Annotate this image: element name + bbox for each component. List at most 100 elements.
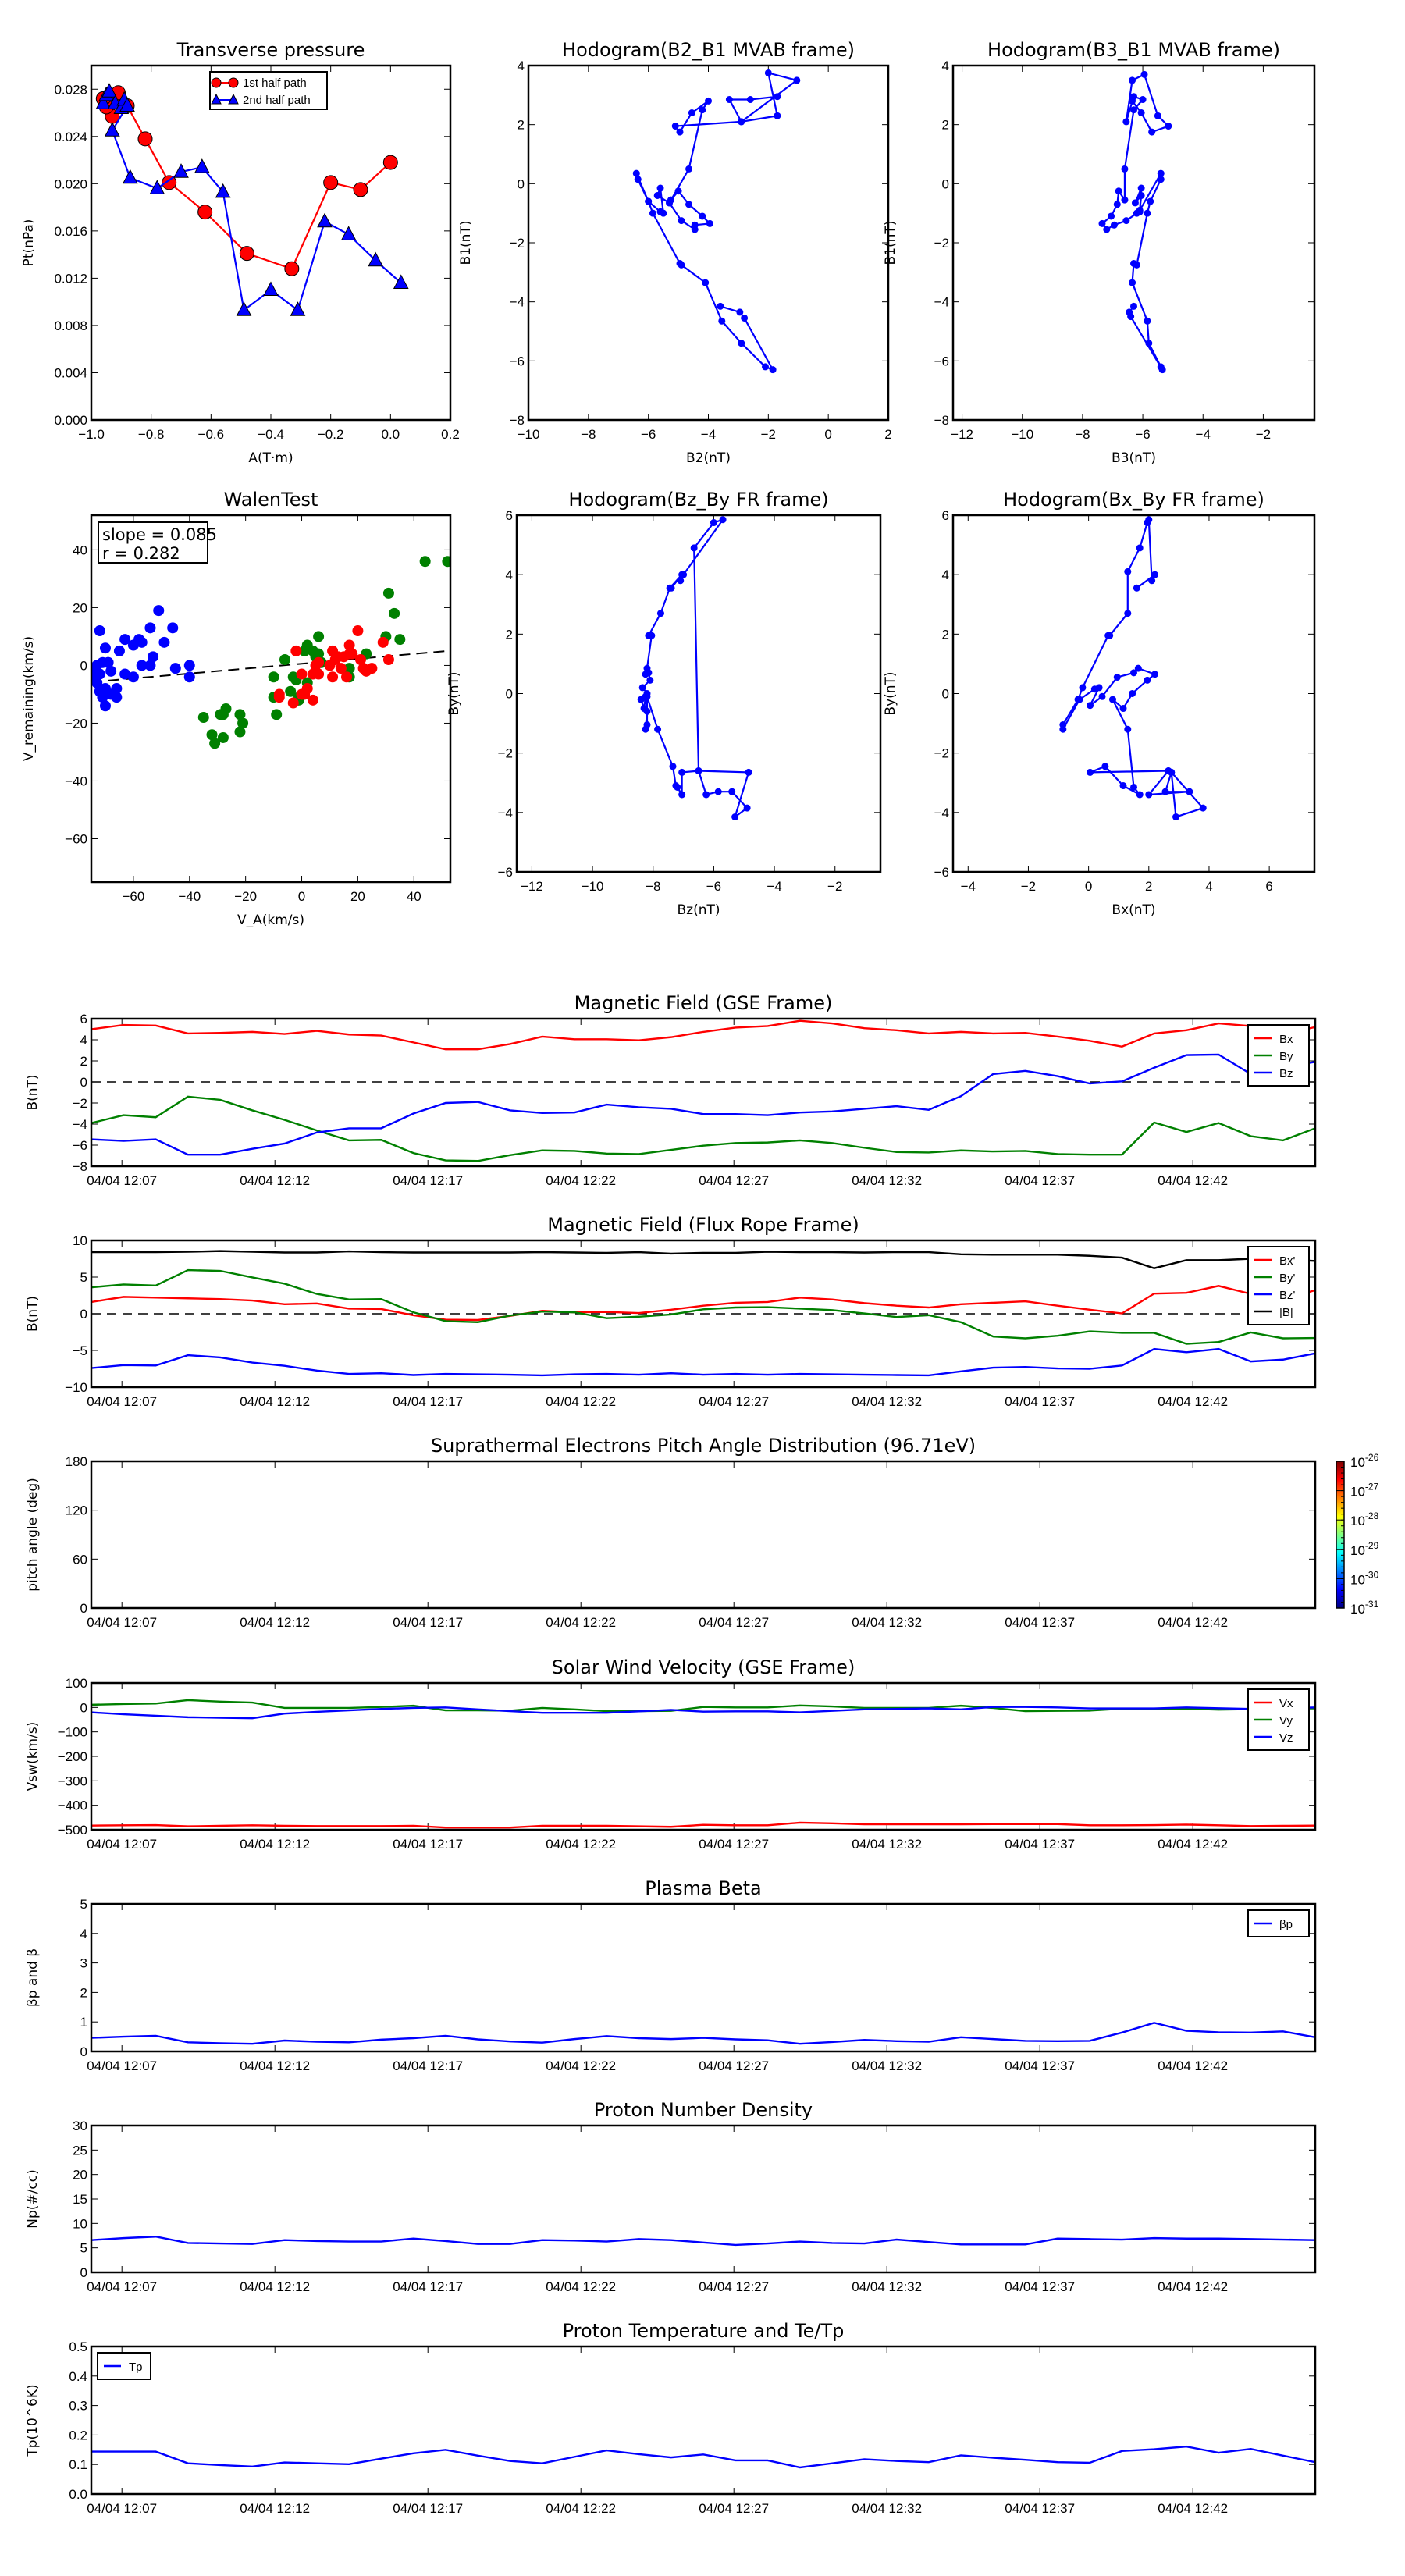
series-line-1st-half-path — [102, 89, 392, 270]
y-tick-label: 4 — [942, 59, 949, 73]
data-point-dot — [728, 788, 736, 795]
data-point-dot — [1124, 610, 1132, 617]
plot-area — [91, 1699, 1315, 1829]
colorbar-exponent: -31 — [1365, 1599, 1379, 1610]
data-point-triangle — [123, 169, 138, 184]
x-tick-label: 04/04 12:37 — [1005, 2279, 1075, 2294]
data-point-dot — [1151, 571, 1159, 578]
series-line-2nd-half-path — [102, 90, 402, 312]
scatter-point-blue — [94, 625, 105, 637]
x-axis-label: B2(nT) — [686, 450, 731, 466]
y-tick-label: −5 — [73, 1343, 87, 1358]
data-point-dot — [714, 788, 722, 795]
x-tick-label: 04/04 12:32 — [852, 1837, 922, 1852]
x-tick-label: 04/04 12:42 — [1158, 1173, 1228, 1188]
y-tick-label: 0.1 — [69, 2457, 87, 2472]
y-tick-label: 0.0 — [69, 2487, 87, 2502]
data-point-dot — [738, 340, 745, 347]
data-point-dot — [699, 106, 706, 114]
plot-frame — [90, 64, 452, 422]
x-tick-label: 04/04 12:12 — [240, 1837, 310, 1852]
data-point-dot — [1137, 191, 1145, 199]
scatter-point-blue — [183, 660, 195, 671]
data-point-triangle — [263, 281, 279, 297]
x-axis-label: A(T·m) — [248, 450, 293, 466]
data-point-dot — [643, 692, 651, 700]
y-tick-label: 4 — [506, 568, 513, 582]
data-point-dot — [654, 725, 662, 733]
colorbar — [1336, 1461, 1345, 1609]
x-tick-label: −4 — [961, 879, 976, 894]
y-axis-label: By(nT) — [883, 671, 898, 715]
y-tick-label: −6 — [498, 865, 513, 880]
y-tick-label: 0 — [80, 2044, 87, 2059]
x-tick-label: 0.2 — [441, 427, 460, 442]
scatter-point-red — [335, 663, 347, 674]
data-point-dot — [702, 791, 710, 799]
chart-mag-fr: Magnetic Field (Flux Rope Frame) −10 −5 0 5 1… — [25, 1214, 1317, 1409]
data-point-dot — [1130, 302, 1137, 310]
data-point-dot — [690, 544, 698, 552]
y-tick-label: −20 — [65, 716, 87, 731]
x-tick-label: 04/04 12:22 — [546, 1173, 616, 1188]
data-point-dot — [656, 184, 664, 192]
x-tick-label: 04/04 12:17 — [393, 1837, 463, 1852]
scatter-point-blue — [183, 671, 195, 683]
data-point-dot — [671, 123, 679, 130]
chart-mag-gse: Magnetic Field (GSE Frame) −8 −6 −4 −2 0 2 4 6 04… — [25, 992, 1317, 1188]
data-point-dot — [1108, 696, 1116, 703]
scatter-point-blue — [111, 692, 123, 703]
data-point-dot — [1119, 782, 1127, 790]
scatter-point-red — [296, 668, 308, 680]
y-axis-label: B(nT) — [25, 1296, 41, 1332]
y-tick-label: 0.028 — [54, 82, 87, 97]
chart-solar-wind-velocity: Solar Wind Velocity (GSE Frame) −500 −400 −… — [25, 1656, 1317, 1852]
y-tick-label: 1 — [80, 2015, 87, 2030]
scatter-point-red — [273, 692, 285, 703]
scatter-point-blue — [111, 683, 123, 695]
data-point-dot — [731, 813, 739, 821]
y-tick-label: 30 — [73, 2119, 87, 2133]
data-point-triangle — [393, 274, 409, 289]
data-point-dot — [685, 201, 693, 208]
y-axis-label: By(nT) — [446, 671, 462, 715]
plot-frame — [90, 1017, 1317, 1168]
data-point-dot — [674, 187, 682, 195]
data-point-dot — [1139, 96, 1147, 104]
legend-label: Bx — [1279, 1033, 1293, 1046]
chart-proton-temperature: Proton Temperature and Te/Tp 0.0 0.1 0.2 0.3… — [25, 2320, 1317, 2516]
y-tick-label: 5 — [80, 2241, 87, 2256]
y-tick-label: −2 — [934, 746, 949, 761]
y-tick-label: 20 — [73, 600, 87, 615]
data-point-dot — [1133, 584, 1140, 592]
plot-frame — [90, 514, 452, 884]
x-tick-label: 04/04 12:27 — [699, 1837, 769, 1852]
colorbar-label: 10-26 — [1350, 1452, 1379, 1470]
data-point-dot — [1144, 519, 1151, 527]
data-point-dot — [793, 76, 801, 84]
x-tick-label: −0.4 — [258, 427, 284, 442]
legend-label: 1st half path — [243, 76, 307, 90]
data-point-triangle — [149, 180, 165, 194]
data-point-dot — [1172, 813, 1180, 821]
data-point-triangle — [290, 301, 306, 316]
data-point-dot — [674, 783, 681, 791]
legend-label: Tp — [129, 2361, 143, 2374]
data-point-circle — [284, 261, 300, 276]
y-tick-label: 15 — [73, 2192, 87, 2207]
chart-proton-density: Proton Number Density 0 5 10 15 20 25 30 04/04 1… — [25, 2099, 1317, 2294]
y-tick-label: 2 — [80, 1985, 87, 2000]
x-tick-label: 04/04 12:17 — [393, 2279, 463, 2294]
chart-title: Proton Number Density — [594, 2099, 813, 2121]
data-point-dot — [1121, 165, 1129, 173]
x-tick-label: 2 — [884, 427, 891, 442]
data-point-dot — [695, 767, 702, 775]
plot-area — [637, 516, 752, 821]
data-point-dot — [1129, 690, 1136, 697]
legend-label: βp — [1279, 1918, 1293, 1931]
y-tick-label: 100 — [66, 1676, 87, 1691]
data-point-dot — [678, 791, 686, 799]
data-point-dot — [1119, 705, 1127, 713]
x-tick-label: −8 — [1075, 427, 1090, 442]
y-tick-label: −10 — [65, 1380, 87, 1395]
